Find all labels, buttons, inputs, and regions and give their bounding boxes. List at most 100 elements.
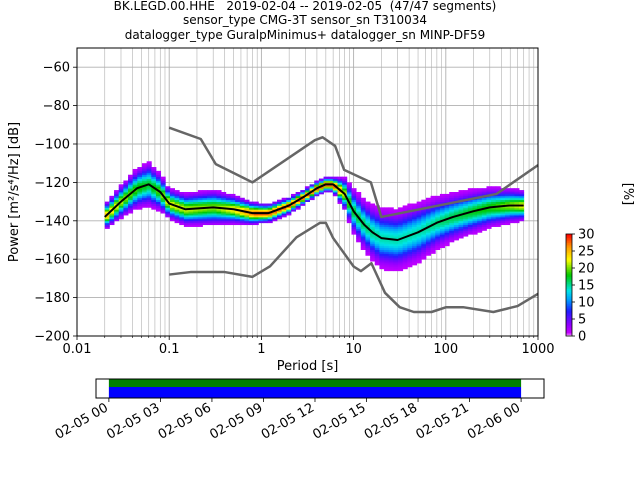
density-cell [118, 197, 124, 201]
density-cell [444, 193, 450, 197]
colorbar-segment [566, 281, 572, 284]
density-cell [221, 216, 227, 220]
density-cell [314, 184, 320, 187]
density-cell [458, 195, 464, 199]
density-cell [202, 197, 208, 201]
colorbar-segment [566, 290, 572, 293]
density-cell [444, 207, 450, 210]
colorbar-label: [%] [620, 183, 635, 206]
colorbar-segment [566, 286, 572, 289]
density-cell [114, 209, 120, 212]
density-cell [123, 211, 129, 214]
density-cell [411, 240, 418, 243]
density-cell [430, 249, 436, 252]
density-cell [411, 213, 418, 216]
density-cell [239, 207, 245, 210]
density-cell [463, 215, 469, 218]
density-cell [491, 215, 497, 218]
density-cell [137, 201, 143, 204]
density-cell [425, 238, 432, 241]
density-cell [202, 192, 208, 195]
density-cell [169, 197, 175, 201]
density-cell [407, 220, 413, 224]
density-cell [360, 226, 366, 229]
density-cell [132, 176, 138, 179]
density-cell [407, 241, 413, 245]
density-cell [263, 207, 269, 210]
colorbar-segment [566, 239, 572, 242]
density-cell [328, 186, 334, 189]
density-cell [481, 218, 487, 222]
density-cell [318, 180, 324, 183]
density-cell [179, 220, 185, 224]
density-cell [453, 232, 459, 235]
density-cell [374, 255, 380, 258]
density-cell [519, 211, 525, 214]
density-cell [439, 205, 445, 208]
density-cell [225, 197, 231, 201]
density-cell [356, 213, 362, 216]
density-cell [197, 211, 203, 214]
density-cell [249, 222, 255, 226]
colorbar-segment [566, 327, 572, 330]
density-cell [179, 215, 185, 218]
density-cell [407, 205, 413, 208]
density-cell [388, 249, 394, 252]
density-cell [290, 209, 297, 212]
density-cell [360, 236, 366, 239]
density-cell [384, 241, 390, 245]
density-cell [388, 261, 394, 264]
density-cell [398, 268, 404, 272]
density-cell [309, 195, 315, 199]
density-cell [197, 193, 203, 197]
density-cell [463, 190, 469, 193]
density-cell [253, 207, 259, 210]
density-cell [384, 226, 390, 229]
density-cell [393, 228, 399, 231]
density-cell [202, 222, 208, 226]
x-tick-label: 0.01 [63, 342, 92, 357]
density-cell [481, 222, 487, 226]
density-cell [356, 192, 362, 195]
density-cell [263, 220, 269, 224]
density-cell [128, 184, 134, 187]
density-cell [123, 188, 129, 191]
density-cell [393, 255, 399, 258]
density-cell [379, 238, 385, 241]
density-cell [109, 218, 115, 222]
density-cell [458, 230, 464, 233]
density-cell [141, 174, 148, 178]
density-cell [342, 178, 348, 181]
density-cell [165, 197, 171, 201]
density-cell [379, 251, 385, 254]
density-cell [514, 192, 520, 195]
colorbar-segment [566, 310, 572, 313]
density-cell [151, 178, 157, 181]
density-cell [402, 261, 408, 264]
density-cell [505, 190, 511, 193]
density-cell [416, 243, 422, 247]
density-cell [151, 167, 157, 170]
density-cell [425, 228, 432, 231]
density-cell [202, 201, 208, 204]
density-cell [235, 218, 241, 222]
density-cell [207, 199, 213, 202]
density-cell [421, 251, 427, 254]
density-cell [304, 192, 310, 195]
density-cell [425, 215, 432, 218]
density-cell [374, 245, 380, 249]
density-cell [374, 232, 380, 235]
density-cell [318, 186, 324, 189]
density-cell [425, 218, 432, 222]
colorbar-segment [566, 295, 572, 298]
density-cell [421, 238, 427, 241]
density-cell [202, 203, 208, 206]
density-cell [500, 193, 506, 197]
density-cell [500, 190, 506, 193]
density-cell [370, 245, 376, 249]
density-cell [253, 209, 259, 212]
density-cell [165, 215, 171, 218]
density-cell [467, 220, 473, 224]
density-cell [183, 195, 189, 199]
density-cell [365, 218, 371, 222]
